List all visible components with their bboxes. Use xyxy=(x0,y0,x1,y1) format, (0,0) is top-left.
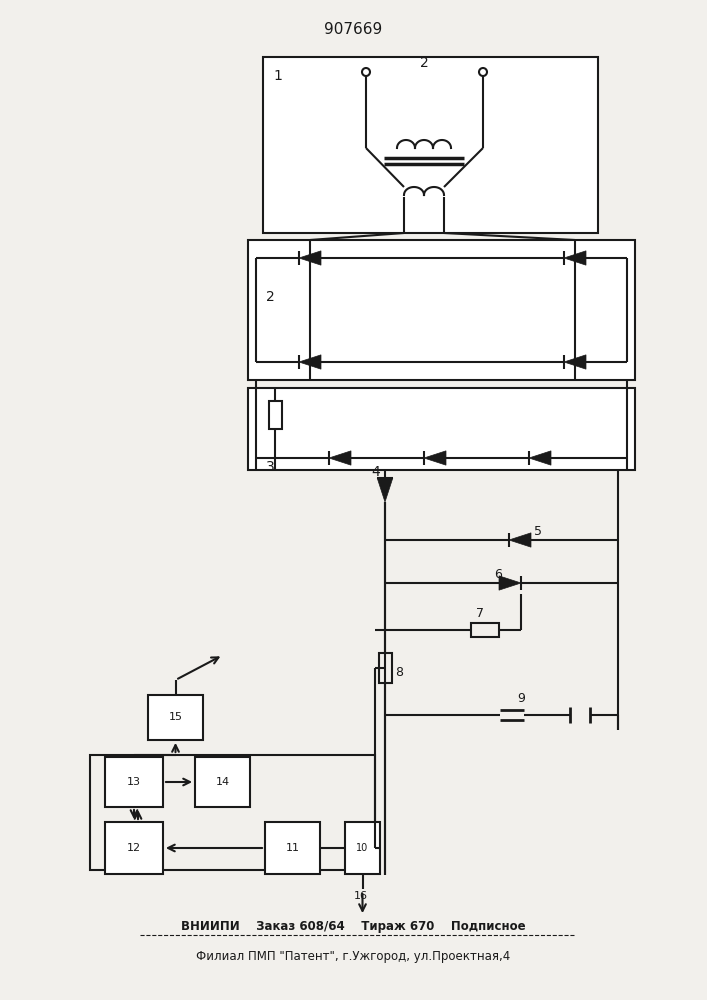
Text: 12: 12 xyxy=(127,843,141,853)
Text: Филиал ПМП "Патент", г.Ужгород, ул.Проектная,4: Филиал ПМП "Патент", г.Ужгород, ул.Проек… xyxy=(196,950,510,963)
Polygon shape xyxy=(329,451,351,465)
Text: 14: 14 xyxy=(216,777,230,787)
Polygon shape xyxy=(299,251,321,265)
Bar xyxy=(265,822,320,874)
Text: 3: 3 xyxy=(266,460,275,474)
Polygon shape xyxy=(424,451,446,465)
Text: 5: 5 xyxy=(534,525,542,538)
Text: 2: 2 xyxy=(420,56,429,70)
Text: 16: 16 xyxy=(354,891,368,901)
Text: 11: 11 xyxy=(286,843,300,853)
Text: 9: 9 xyxy=(517,692,525,705)
Text: 8: 8 xyxy=(395,666,403,680)
Polygon shape xyxy=(378,478,393,502)
Bar xyxy=(263,57,598,233)
Bar xyxy=(269,401,281,429)
Bar xyxy=(248,240,635,380)
Bar xyxy=(345,822,380,874)
Text: 1: 1 xyxy=(273,69,282,83)
Bar xyxy=(471,623,499,637)
Bar xyxy=(148,695,203,740)
Polygon shape xyxy=(564,251,586,265)
Bar xyxy=(105,757,163,807)
Text: 10: 10 xyxy=(356,843,368,853)
Bar xyxy=(378,653,392,683)
Bar xyxy=(90,755,375,870)
Polygon shape xyxy=(499,576,521,590)
Text: 907669: 907669 xyxy=(324,22,382,37)
Text: 6: 6 xyxy=(494,568,502,581)
Text: ВНИИПИ    Заказ 608/64    Тираж 670    Подписное: ВНИИПИ Заказ 608/64 Тираж 670 Подписное xyxy=(181,920,525,933)
Text: 15: 15 xyxy=(168,712,182,722)
Polygon shape xyxy=(564,355,586,369)
Polygon shape xyxy=(299,355,321,369)
Text: 2: 2 xyxy=(266,290,275,304)
Bar xyxy=(105,822,163,874)
Polygon shape xyxy=(509,533,531,547)
Text: 4: 4 xyxy=(371,465,380,479)
Bar xyxy=(248,388,635,470)
Polygon shape xyxy=(529,451,551,465)
Bar xyxy=(195,757,250,807)
Text: 13: 13 xyxy=(127,777,141,787)
Text: 7: 7 xyxy=(476,607,484,620)
